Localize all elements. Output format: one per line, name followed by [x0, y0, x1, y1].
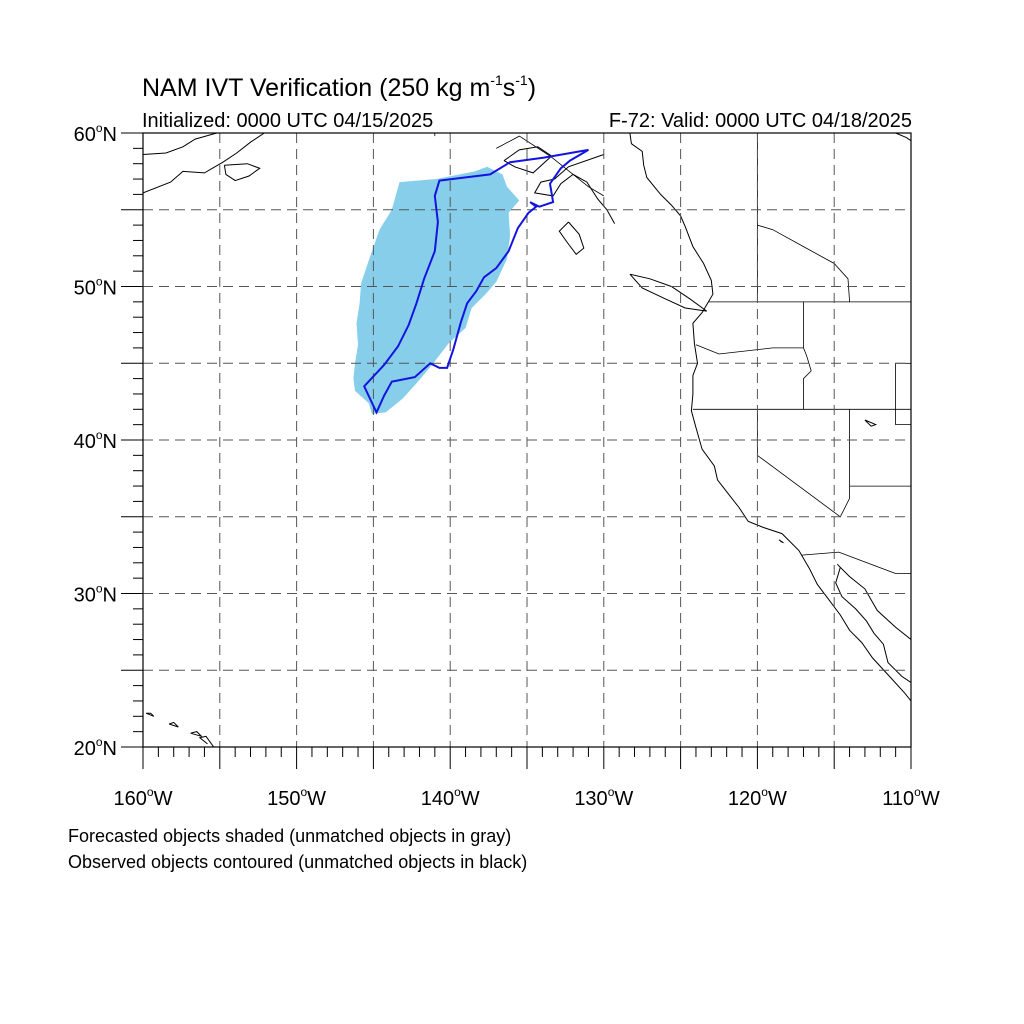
coastline-12 — [190, 731, 204, 738]
border-4 — [757, 409, 841, 518]
observed-note: Observed objects contoured (unmatched ob… — [68, 852, 528, 872]
coastline-5 — [558, 221, 585, 256]
lon-label-160W: 160oW — [114, 785, 173, 810]
observed-object-contour — [363, 148, 589, 415]
lon-label-130W: 130oW — [574, 785, 633, 810]
lat-label-20N: 20oN — [74, 735, 117, 760]
border-3 — [695, 344, 804, 355]
coastline-9 — [223, 163, 261, 182]
lat-label-50N: 50oN — [74, 275, 117, 300]
coastline-1 — [835, 567, 911, 683]
chart-title: NAM IVT Verification (250 kg m-1s-1) — [142, 72, 537, 102]
lon-label-140W: 140oW — [421, 785, 480, 810]
coastline-16 — [864, 419, 878, 427]
border-8 — [895, 363, 911, 426]
coastline-6 — [629, 273, 707, 312]
forecast-note: Forecasted objects shaded (unmatched obj… — [68, 826, 512, 846]
border-9 — [801, 551, 911, 574]
lon-label-150W: 150oW — [267, 785, 326, 810]
coastline-3 — [533, 154, 616, 224]
coastline-10 — [895, 133, 911, 142]
coastline-7 — [143, 133, 217, 155]
coastline-14 — [145, 712, 155, 717]
coastline-8 — [143, 133, 265, 194]
lat-label-40N: 40oN — [74, 428, 117, 453]
border-2 — [803, 301, 812, 410]
border-13 — [757, 224, 850, 302]
lat-label-60N: 60oN — [74, 121, 117, 146]
coastline-15 — [778, 539, 784, 544]
coastline-0 — [629, 133, 911, 702]
lon-label-110W: 110oW — [882, 785, 940, 810]
initialized-subtitle: Initialized: 0000 UTC 04/15/2025 — [142, 110, 434, 132]
coastline-11 — [198, 735, 215, 747]
border-5 — [839, 409, 850, 517]
lon-label-120W: 120oW — [728, 785, 787, 810]
coastline-2 — [836, 563, 911, 640]
valid-time-subtitle: F-72: Valid: 0000 UTC 04/18/2025 — [608, 110, 912, 132]
coastline-13 — [168, 721, 179, 728]
lat-label-30N: 30oN — [74, 582, 117, 607]
